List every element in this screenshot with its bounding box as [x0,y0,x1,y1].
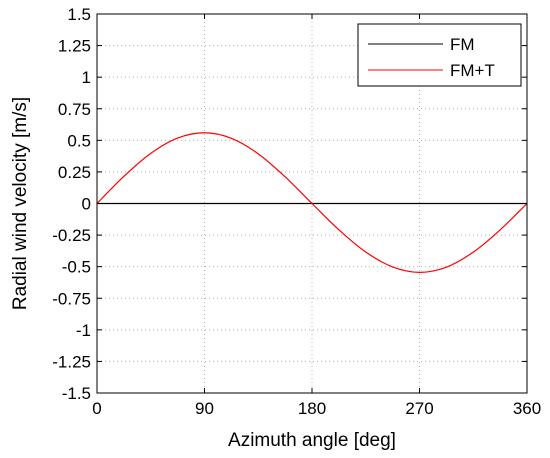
x-axis-label: Azimuth angle [deg] [228,430,396,451]
x-tick-label: 180 [298,399,326,418]
y-tick-label: 1.5 [67,5,91,24]
tick-labels: 0 90 180 270 360 1.5 1.25 1 0.75 0.5 0.25 0 -0.25 -0.… [52,5,541,418]
x-tick-label: 90 [195,399,214,418]
y-axis-label: Radial wind velocity [m/s] [10,97,31,310]
y-tick-label: -0.75 [52,289,91,308]
y-tick-label: -1.25 [52,352,91,371]
y-tick-label: 0.25 [58,163,91,182]
y-tick-label: -0.5 [62,258,91,277]
legend-label-fm: FM [450,35,475,54]
y-tick-label: 0.5 [67,131,91,150]
y-tick-label: -1 [76,321,91,340]
y-tick-label: 0 [82,195,91,214]
series-lines [96,132,528,273]
legend-label-fm-t: FM+T [450,61,495,80]
y-tick-label: -1.5 [62,384,91,403]
x-tick-label: 0 [92,399,101,418]
legend: FM FM+T [357,23,522,87]
legend-box [357,23,522,87]
tick-marks [96,13,528,394]
y-tick-label: 1 [82,68,91,87]
y-tick-label: -0.25 [52,226,91,245]
x-tick-label: 360 [513,399,541,418]
x-tick-label: 270 [405,399,433,418]
y-tick-label: 1.25 [58,37,91,56]
y-tick-label: 0.75 [58,100,91,119]
series-line-fm-t [96,132,528,273]
